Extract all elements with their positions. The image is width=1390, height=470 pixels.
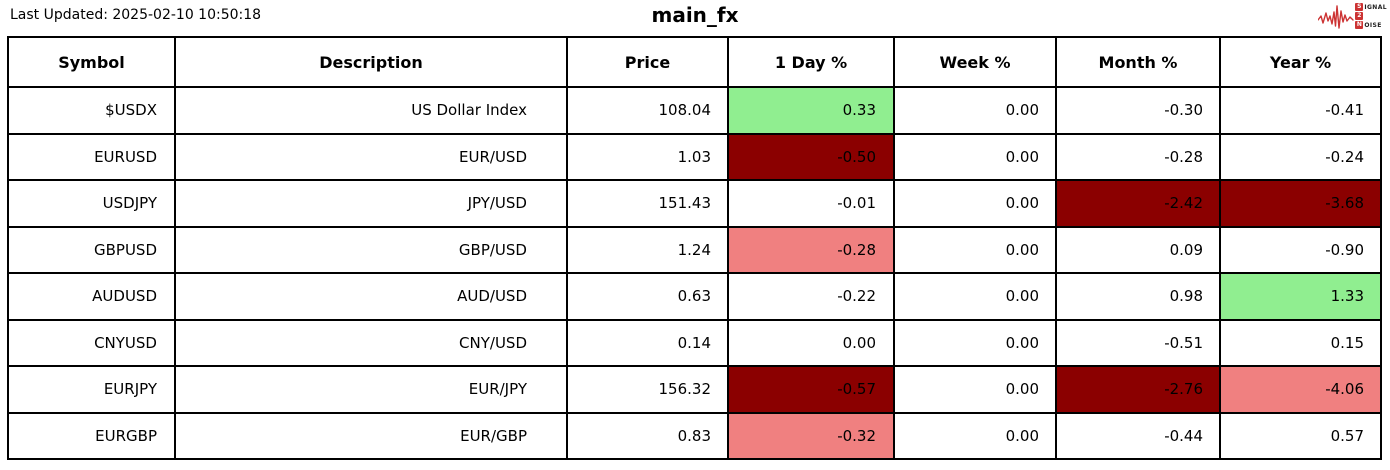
table-row: EURJPY EUR/JPY 156.32 -0.57 0.00 -2.76 -4.06 [7,365,1382,414]
logo-badge-2: 2 [1355,12,1364,20]
cell-year-pct: -0.90 [1219,225,1382,274]
cell-description: US Dollar Index [174,86,568,135]
cell-description: EUR/USD [174,132,568,181]
table-row: $USDX US Dollar Index 108.04 0.33 0.00 -0.30-… [7,86,1382,135]
last-updated-timestamp: Last Updated: 2025-02-10 10:50:18 [10,7,262,23]
cell-day-pct: -0.22 [727,272,895,321]
cell-year-pct: -4.06 [1219,365,1382,414]
table-row: USDJPY JPY/USD 151.43 -0.01 0.00 -2.42 -3.68 [7,179,1382,228]
cell-week-pct: 0.00 [893,318,1057,367]
cell-day-pct: -0.28 [727,225,895,274]
cell-price: 1.03 [566,132,729,181]
cell-price: 151.43 [566,179,729,228]
cell-day-pct: -0.01 [727,179,895,228]
table-row: CNYUSD CNY/USD 0.14 0.00 0.00 -0.51 0.15 [7,318,1382,367]
cell-symbol: USDJPY [7,179,176,228]
cell-week-pct: 0.00 [893,86,1057,135]
cell-price: 0.83 [566,411,729,460]
logo-line-noise: N OISE [1355,21,1381,29]
cell-month-pct: -0.51 [1055,318,1221,367]
col-header-description: Description [174,36,568,88]
cell-symbol: EURUSD [7,132,176,181]
logo-rest-oise: OISE [1364,21,1382,29]
cell-price: 0.63 [566,272,729,321]
fx-table: Symbol Description Price 1 Day % Week % … [7,36,1382,460]
cell-day-pct: -0.32 [727,411,895,460]
cell-month-pct: 0.09 [1055,225,1221,274]
cell-description: AUD/USD [174,272,568,321]
cell-year-pct: 1.33 [1219,272,1382,321]
table-row: EURUSD EUR/USD 1.03 -0.50 0.00 -0.28 -0.24 [7,132,1382,181]
cell-description: EUR/GBP [174,411,568,460]
cell-week-pct: 0.00 [893,365,1057,414]
signal2noise-logo: S IGNAL 2 N OISE [1318,3,1387,29]
col-header-year-pct: Year % [1219,36,1382,88]
cell-week-pct: 0.00 [893,179,1057,228]
cell-year-pct: -3.68 [1219,179,1382,228]
cell-day-pct: -0.50 [727,132,895,181]
cell-week-pct: 0.00 [893,225,1057,274]
cell-month-pct: -0.44 [1055,411,1221,460]
col-header-price: Price [566,36,729,88]
cell-year-pct: -0.41 [1219,86,1382,135]
cell-day-pct: -0.57 [727,365,895,414]
cell-day-pct: 0.00 [727,318,895,367]
col-header-week-pct: Week % [893,36,1057,88]
logo-rest-ignal: IGNAL [1364,3,1387,11]
cell-price: 108.04 [566,86,729,135]
table-row: EURGBP EUR/GBP 0.83 -0.32 0.00 -0.44 0.57 [7,411,1382,460]
cell-description: JPY/USD [174,179,568,228]
cell-month-pct: -2.76 [1055,365,1221,414]
cell-year-pct: 0.15 [1219,318,1382,367]
cell-price: 0.14 [566,318,729,367]
cell-price: 156.32 [566,365,729,414]
cell-year-pct: 0.57 [1219,411,1382,460]
table-header-row: Symbol Description Price 1 Day % Week % … [7,36,1382,88]
col-header-symbol: Symbol [7,36,176,88]
cell-day-pct: 0.33 [727,86,895,135]
logo-badge-n: N [1355,21,1364,29]
cell-description: GBP/USD [174,225,568,274]
table-row: AUDUSD AUD/USD 0.63 -0.22 0.00 0.98 1.33 [7,272,1382,321]
cell-month-pct: -2.42 [1055,179,1221,228]
logo-text: S IGNAL 2 N OISE [1355,3,1387,29]
page-title: main_fx [651,3,739,27]
cell-symbol: AUDUSD [7,272,176,321]
cell-symbol: EURJPY [7,365,176,414]
cell-month-pct: -0.28 [1055,132,1221,181]
cell-symbol: EURGBP [7,411,176,460]
col-header-day-pct: 1 Day % [727,36,895,88]
logo-line-signal: S IGNAL [1355,3,1387,11]
cell-week-pct: 0.00 [893,132,1057,181]
table-row: GBPUSD GBP/USD 1.24 -0.28 0.00 0.09 -0.90 [7,225,1382,274]
cell-symbol: CNYUSD [7,318,176,367]
cell-price: 1.24 [566,225,729,274]
cell-symbol: $USDX [7,86,176,135]
cell-description: EUR/JPY [174,365,568,414]
col-header-month-pct: Month % [1055,36,1221,88]
table-body: $USDX US Dollar Index 108.04 0.33 0.00 -0.30-… [7,86,1382,460]
cell-month-pct: 0.98 [1055,272,1221,321]
cell-symbol: GBPUSD [7,225,176,274]
cell-month-pct: -0.30 [1055,86,1221,135]
waveform-icon [1318,5,1355,29]
logo-badge-s: S [1355,3,1364,11]
cell-week-pct: 0.00 [893,272,1057,321]
cell-description: CNY/USD [174,318,568,367]
cell-year-pct: -0.24 [1219,132,1382,181]
logo-line-2: 2 [1355,12,1364,20]
cell-week-pct: 0.00 [893,411,1057,460]
